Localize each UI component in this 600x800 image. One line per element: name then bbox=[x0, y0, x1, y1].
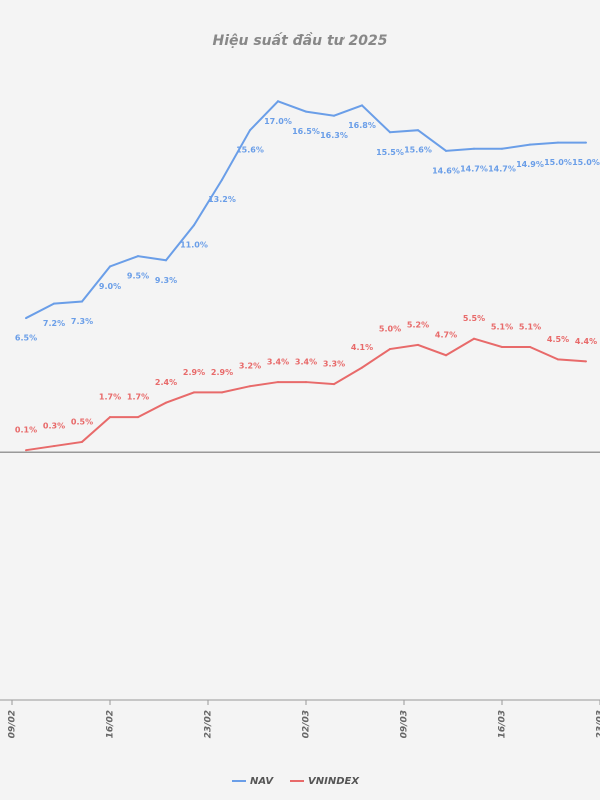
data-label: 9.3% bbox=[155, 276, 177, 285]
data-label: 3.3% bbox=[323, 360, 345, 369]
point bbox=[529, 345, 531, 348]
point bbox=[277, 381, 279, 384]
data-label: 2.4% bbox=[155, 378, 177, 387]
point bbox=[305, 110, 307, 113]
data-label: 0.5% bbox=[71, 417, 93, 426]
data-label: 4.7% bbox=[435, 331, 457, 340]
point bbox=[473, 147, 475, 150]
point bbox=[557, 141, 559, 144]
data-label: 16.3% bbox=[320, 131, 348, 140]
x-tick-label: 09/02 bbox=[8, 710, 18, 738]
data-label: 14.7% bbox=[460, 164, 488, 173]
data-label: 5.0% bbox=[379, 325, 401, 334]
point bbox=[25, 317, 27, 320]
data-label: 14.9% bbox=[516, 160, 544, 169]
point bbox=[137, 255, 139, 258]
point bbox=[193, 391, 195, 394]
data-label: 13.2% bbox=[208, 195, 236, 204]
data-label: 0.3% bbox=[43, 422, 65, 431]
data-label: 16.8% bbox=[348, 121, 376, 130]
data-label: 9.5% bbox=[127, 272, 149, 281]
point bbox=[389, 348, 391, 351]
data-label: 4.1% bbox=[351, 343, 373, 352]
point bbox=[333, 383, 335, 386]
point bbox=[585, 141, 587, 144]
point bbox=[445, 354, 447, 357]
data-label: 7.3% bbox=[71, 317, 93, 326]
data-label: 17.0% bbox=[264, 117, 292, 126]
point bbox=[81, 300, 83, 303]
x-tick-label: 16/03 bbox=[498, 710, 508, 738]
x-tick-label: 16/02 bbox=[106, 710, 116, 738]
point bbox=[417, 129, 419, 132]
point bbox=[25, 449, 27, 452]
data-label: 5.2% bbox=[407, 320, 429, 329]
data-label: 5.1% bbox=[491, 322, 513, 331]
data-label: 2.9% bbox=[211, 368, 233, 377]
data-label: 15.0% bbox=[572, 158, 600, 167]
point bbox=[305, 381, 307, 384]
point bbox=[249, 129, 251, 132]
data-label: 9.0% bbox=[99, 282, 121, 291]
point bbox=[417, 343, 419, 346]
x-tick-label: 23/02 bbox=[204, 710, 214, 738]
data-label: 0.1% bbox=[15, 426, 37, 435]
point bbox=[557, 358, 559, 361]
point bbox=[501, 147, 503, 150]
point bbox=[445, 149, 447, 152]
data-label: 16.5% bbox=[292, 127, 320, 136]
data-label: 11.0% bbox=[180, 241, 208, 250]
data-label: 14.7% bbox=[488, 164, 516, 173]
data-label: 2.9% bbox=[183, 368, 205, 377]
data-label: 3.4% bbox=[267, 358, 289, 367]
data-label: 4.4% bbox=[575, 337, 597, 346]
data-label: 15.6% bbox=[236, 146, 264, 155]
point bbox=[473, 337, 475, 340]
point bbox=[501, 345, 503, 348]
legend-label: VNINDEX bbox=[308, 776, 360, 787]
point bbox=[249, 385, 251, 388]
point bbox=[165, 401, 167, 404]
point bbox=[585, 360, 587, 363]
point bbox=[137, 416, 139, 419]
point bbox=[53, 445, 55, 448]
point bbox=[109, 265, 111, 268]
x-tick-label: 02/03 bbox=[302, 710, 312, 738]
data-label: 1.7% bbox=[127, 393, 149, 402]
point bbox=[193, 224, 195, 227]
data-label: 5.5% bbox=[463, 314, 485, 323]
x-tick-label: 09/03 bbox=[400, 710, 410, 738]
point bbox=[221, 178, 223, 181]
x-tick-label: 23/03 bbox=[596, 710, 600, 738]
chart-title: Hiệu suất đầu tư 2025 bbox=[213, 32, 388, 49]
data-label: 3.2% bbox=[239, 362, 261, 371]
data-label: 15.6% bbox=[404, 146, 432, 155]
point bbox=[361, 366, 363, 369]
data-label: 1.7% bbox=[99, 393, 121, 402]
point bbox=[53, 302, 55, 305]
data-label: 7.2% bbox=[43, 319, 65, 328]
point bbox=[361, 104, 363, 107]
point bbox=[529, 143, 531, 146]
data-label: 3.4% bbox=[295, 358, 317, 367]
data-label: 15.0% bbox=[544, 158, 572, 167]
point bbox=[81, 440, 83, 443]
data-label: 4.5% bbox=[547, 335, 569, 344]
point bbox=[277, 100, 279, 103]
point bbox=[165, 259, 167, 262]
point bbox=[333, 114, 335, 117]
data-label: 5.1% bbox=[519, 322, 541, 331]
point bbox=[109, 416, 111, 419]
data-label: 15.5% bbox=[376, 148, 404, 157]
point bbox=[221, 391, 223, 394]
point bbox=[389, 131, 391, 134]
data-label: 14.6% bbox=[432, 166, 460, 175]
legend-label: NAV bbox=[250, 776, 274, 787]
data-label: 6.5% bbox=[15, 334, 37, 343]
